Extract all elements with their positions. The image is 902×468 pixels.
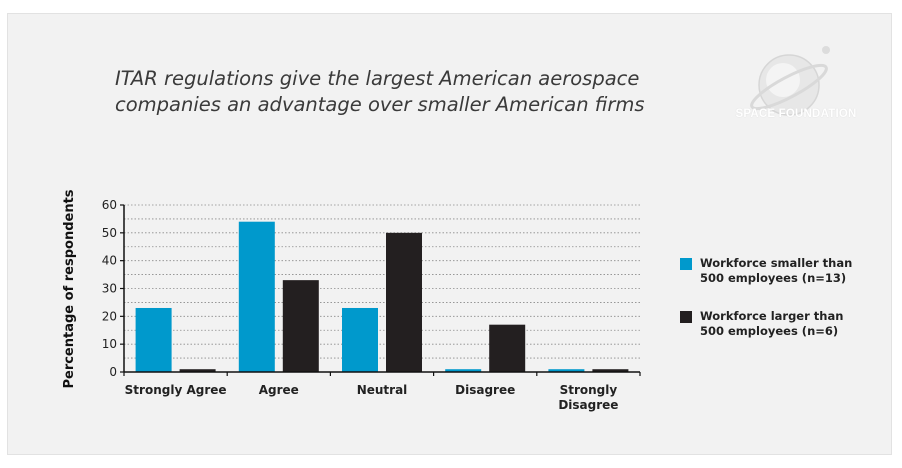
- x-category-label: Agree: [259, 383, 299, 397]
- y-axis-label: Percentage of respondents: [62, 189, 77, 388]
- bar-small: [445, 369, 482, 372]
- bar-small: [238, 221, 275, 372]
- y-tick-label: 50: [102, 226, 117, 240]
- y-tick-labels: 0 10 20 30 40 50 60: [102, 198, 117, 379]
- x-category-labels: Strongly Agree Agree Neutral Disagree Strong…: [125, 383, 619, 412]
- y-tick-label: 30: [102, 282, 117, 296]
- bar-large: [489, 324, 526, 372]
- legend-item-large: Workforce larger than 500 employees (n=6…: [680, 309, 890, 339]
- x-category-label: Disagree: [455, 383, 515, 397]
- y-tick-label: 60: [102, 198, 117, 212]
- y-tick-label: 20: [102, 309, 117, 323]
- x-category-label: Strongly: [560, 383, 618, 397]
- y-tick-label: 10: [102, 337, 117, 351]
- legend-label-line: Workforce larger than: [700, 309, 844, 323]
- legend-label-line: 500 employees (n=6): [700, 324, 839, 338]
- bar-large: [179, 369, 216, 372]
- bar-large: [282, 280, 319, 372]
- bar-small: [342, 307, 378, 372]
- legend-label-line: Workforce smaller than: [700, 256, 853, 270]
- bar-small: [548, 369, 585, 372]
- axes: [120, 204, 641, 376]
- bar-large: [592, 369, 629, 372]
- gridlines: [124, 204, 640, 359]
- legend-swatch-large: [680, 311, 692, 323]
- x-category-label: Neutral: [357, 383, 408, 397]
- chart-panel: [7, 13, 892, 455]
- legend: Workforce smaller than 500 employees (n=…: [680, 256, 890, 362]
- legend-item-small: Workforce smaller than 500 employees (n=…: [680, 256, 890, 286]
- logo-text: SPACE FOUNDATION: [735, 108, 857, 120]
- x-category-label: Strongly Agree: [125, 383, 227, 397]
- space-foundation-globe-icon: [750, 46, 830, 116]
- y-tick-label: 0: [109, 365, 117, 379]
- bar-small: [135, 307, 172, 372]
- x-category-label: Disagree: [558, 398, 618, 412]
- bars: [135, 221, 629, 372]
- legend-label-line: 500 employees (n=13): [700, 271, 847, 285]
- y-tick-label: 40: [102, 254, 117, 268]
- chart-title: ITAR regulations give the largest Americ…: [115, 67, 645, 116]
- bar-large: [386, 232, 422, 372]
- legend-swatch-small: [680, 258, 692, 270]
